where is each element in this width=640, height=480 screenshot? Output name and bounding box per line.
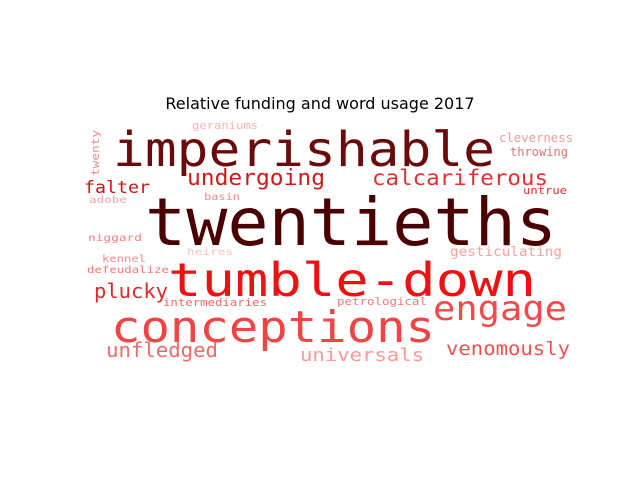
word-falter: falter	[84, 178, 150, 198]
word-universals: universals	[300, 345, 424, 366]
word-cleverness: cleverness	[499, 131, 573, 145]
word-heires: heires	[187, 247, 233, 258]
word-tumble-down: tumble-down	[168, 253, 536, 307]
word-intermediaries: intermediaries	[163, 296, 267, 309]
word-gesticulating: gesticulating	[450, 245, 562, 260]
word-petrological: petrological	[337, 295, 427, 308]
chart-title: Relative funding and word usage 2017	[165, 94, 475, 113]
word-defeudalize: defeudalize	[87, 265, 169, 276]
word-basin: basin	[204, 192, 240, 203]
word-conceptions: conceptions	[111, 302, 435, 353]
word-adobe: adobe	[89, 195, 127, 206]
word-calcariferous: calcariferous	[372, 166, 548, 190]
word-geraniums: geraniums	[192, 119, 258, 132]
word-unfledged: unfledged	[106, 338, 218, 362]
word-imperishable: imperishable	[113, 122, 495, 178]
word-engage: engage	[433, 289, 567, 329]
word-undergoing: undergoing	[187, 166, 325, 191]
word-plucky: plucky	[94, 279, 168, 303]
word-twentieths: twentieths	[145, 184, 557, 261]
word-kennel: kennel	[102, 254, 146, 265]
word-untrue: untrue	[523, 184, 567, 197]
word-twenty: twenty	[89, 130, 102, 176]
word-niggard: niggard	[88, 233, 142, 244]
word-throwing: throwing	[510, 145, 568, 159]
word-venomously: venomously	[446, 338, 570, 360]
